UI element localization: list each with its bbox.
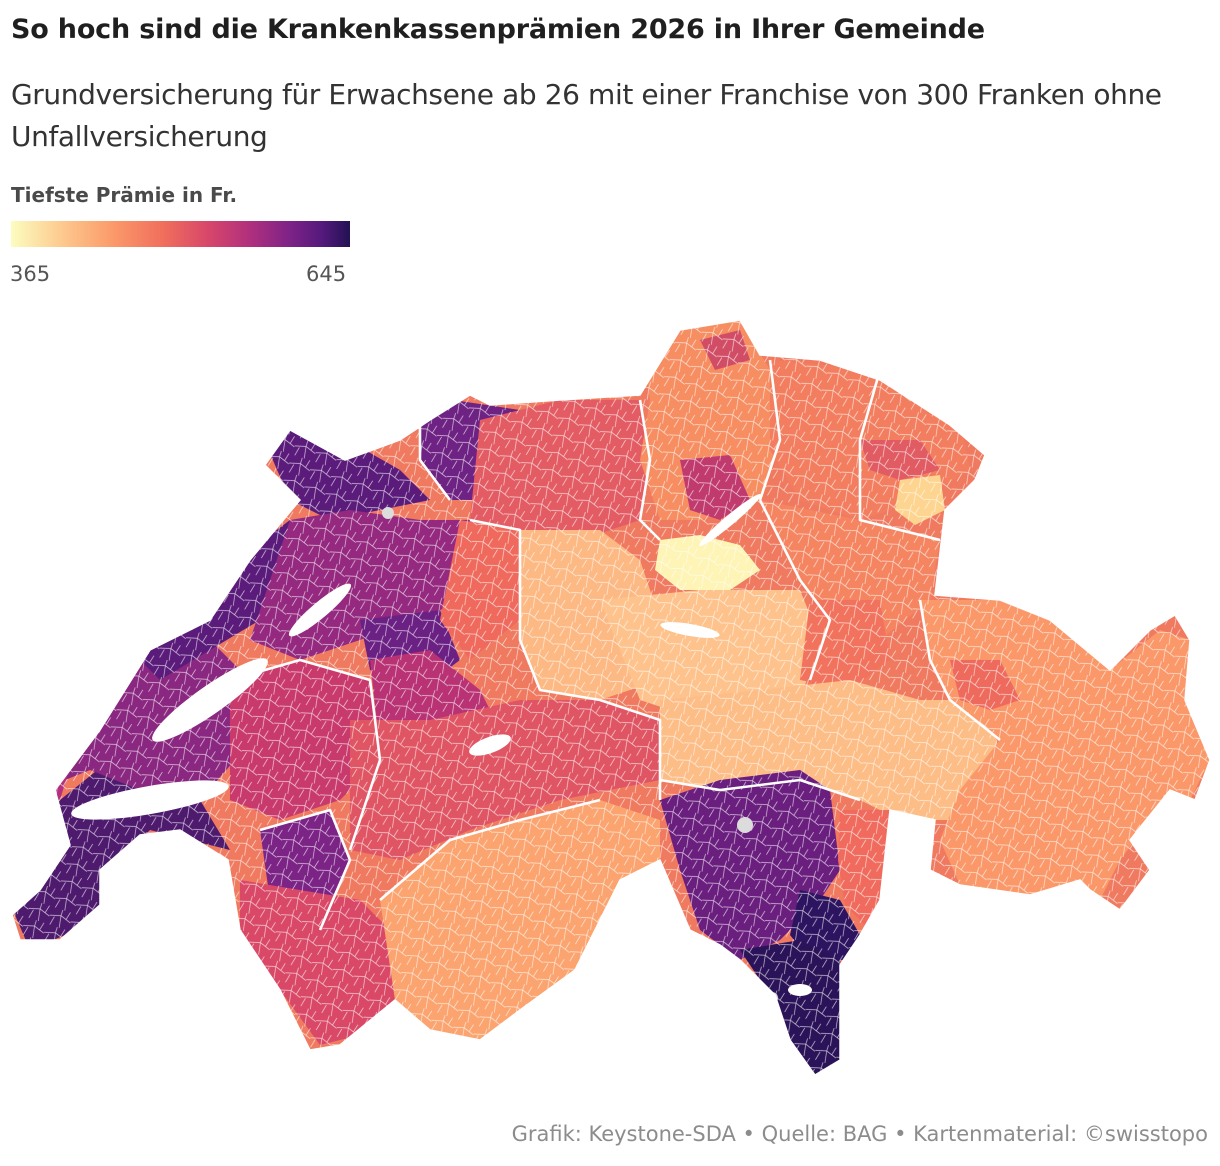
source-credit: Grafik: Keystone-SDA • Quelle: BAG • Kar… bbox=[511, 1122, 1208, 1146]
map-subtitle: Grundversicherung für Erwachsene ab 26 m… bbox=[11, 78, 1162, 153]
switzerland-choropleth-map bbox=[11, 319, 1211, 1076]
legend-min-label: 365 bbox=[10, 262, 51, 286]
legend-title: Tiefste Prämie in Fr. bbox=[11, 183, 238, 207]
legend-color-scale bbox=[11, 221, 350, 247]
legend-max-label: 645 bbox=[306, 262, 347, 286]
map-title: So hoch sind die Krankenkassenprämien 20… bbox=[11, 14, 985, 45]
